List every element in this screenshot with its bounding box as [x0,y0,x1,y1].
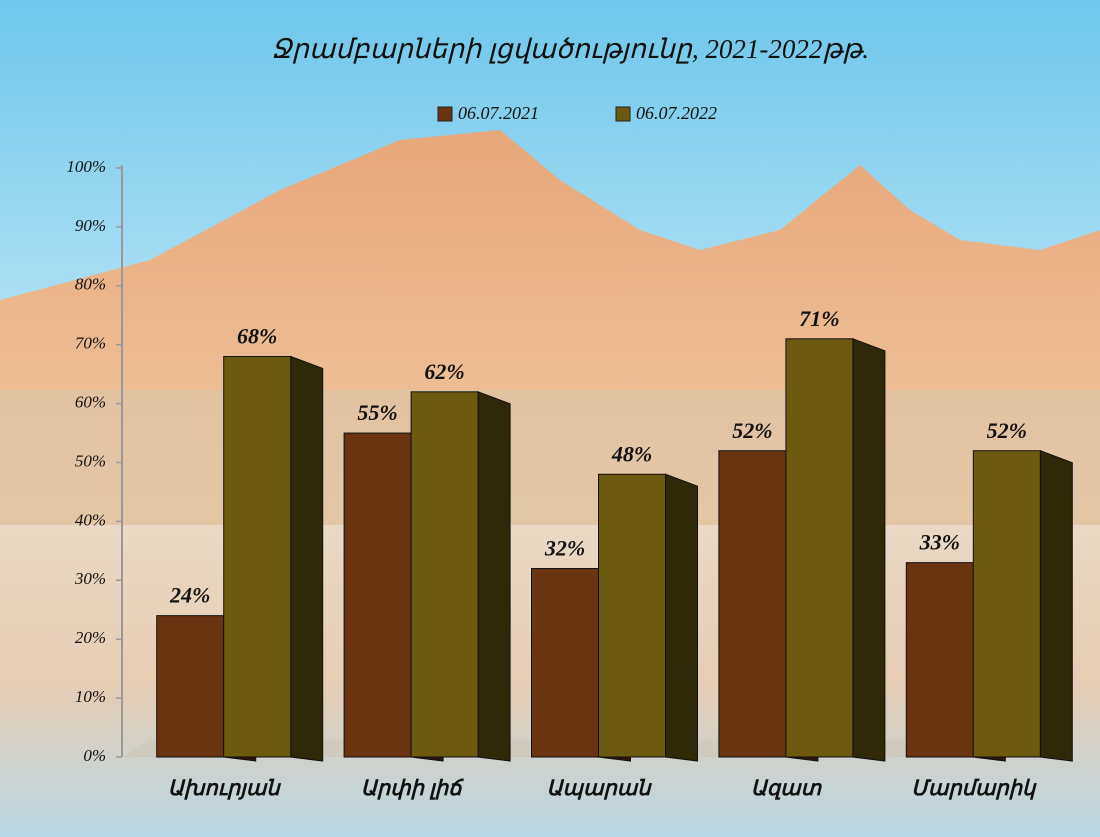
legend-swatch [437,106,453,122]
bar-side [665,473,698,762]
x-tick-label: Ազատ [751,776,823,800]
value-label: 32% [544,536,585,561]
value-label: 24% [169,583,210,608]
value-label: 55% [357,400,397,425]
value-label: 62% [424,359,464,384]
y-tick-label: 0% [83,746,106,765]
x-tick-label: Ախուրյան [168,776,282,800]
chart-title: Ջրամբարների լցվածությունը, 2021-2022թթ. [271,34,869,64]
legend-label: 06.07.2021 [458,103,539,123]
bar [156,615,225,758]
bar [223,355,292,758]
value-label: 68% [237,324,277,349]
y-tick-label: 100% [66,157,106,176]
x-tick-label: Արփի լիճ [361,776,464,800]
bar-side [852,338,886,762]
bar-side [290,355,324,762]
y-tick-label: 70% [75,334,106,353]
y-tick-label: 30% [74,569,106,588]
y-tick-label: 20% [75,628,106,647]
bar [718,450,787,758]
legend-label: 06.07.2022 [636,103,717,123]
x-tick-label: Մարմարիկ [911,776,1037,800]
bar [598,473,666,758]
value-label: 52% [987,418,1027,443]
bar [343,432,412,758]
value-label: 48% [611,441,652,466]
value-label: 71% [799,306,839,331]
bar [785,338,854,758]
bar [410,391,479,758]
y-tick-label: 80% [75,275,106,294]
value-label: 33% [919,530,960,555]
value-label: 52% [732,418,772,443]
bar [972,450,1041,758]
y-tick-label: 40% [75,510,106,529]
y-tick-label: 60% [75,393,106,412]
bar [531,568,599,758]
bar-side [1039,449,1073,762]
y-tick-label: 10% [75,687,106,706]
legend-swatch [615,106,631,122]
y-tick-label: 50% [75,451,106,470]
bar [905,562,974,758]
bar-side [477,391,511,762]
x-tick-label: Ապարան [546,776,652,800]
y-tick-label: 90% [75,216,106,235]
